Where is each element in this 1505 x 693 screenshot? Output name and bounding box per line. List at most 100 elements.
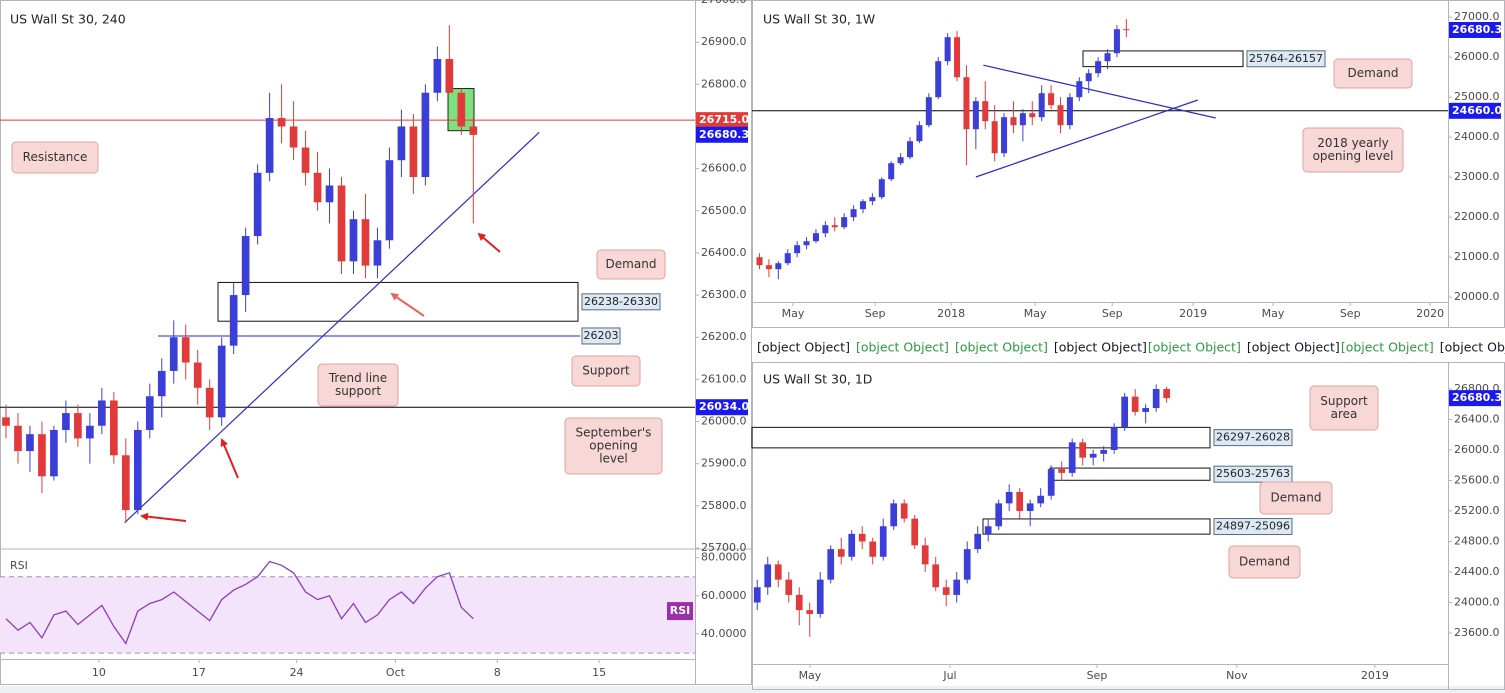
candle-body xyxy=(217,345,226,418)
info-item: [object Object] xyxy=(757,340,850,355)
zone-label: 26297-26028 xyxy=(1216,431,1290,444)
trend-line xyxy=(124,131,540,524)
x-tick-label: 10 xyxy=(92,666,106,679)
info-item: [object Object] xyxy=(1440,340,1505,355)
y-tick-label: 20000.0 xyxy=(1454,290,1500,303)
candle-body xyxy=(241,236,250,296)
callout xyxy=(571,355,641,387)
candle-body xyxy=(98,400,106,426)
candle-body xyxy=(169,337,178,371)
callout xyxy=(11,141,99,174)
chart-title: US Wall St 30, 1D xyxy=(763,372,872,387)
price-tag-label: 26034.0 xyxy=(699,400,749,413)
candle-body xyxy=(1100,450,1108,454)
candle-body xyxy=(469,126,478,135)
candle-body xyxy=(361,219,370,266)
y-tick-label: 26900.0 xyxy=(701,35,747,48)
candle-body xyxy=(794,245,801,254)
candle-body xyxy=(765,265,772,270)
callout xyxy=(317,363,399,407)
candle-body xyxy=(62,413,70,430)
trend-line xyxy=(975,99,1199,178)
candle-body xyxy=(1121,396,1129,428)
x-tick-label: Sep xyxy=(1102,307,1123,320)
candle-body xyxy=(325,185,334,203)
candle-body xyxy=(935,61,942,98)
zone-label: 25603-25763 xyxy=(1216,467,1290,480)
candle-body xyxy=(816,579,824,614)
callout-text: 2018 yearly xyxy=(1317,136,1389,150)
candle-body xyxy=(385,160,394,241)
y-tick-label: 27000.0 xyxy=(1454,10,1500,23)
candle-body xyxy=(181,337,190,363)
y-tick-label: 24000.0 xyxy=(1454,596,1500,609)
candle-body xyxy=(1163,388,1171,399)
callout xyxy=(1333,58,1413,89)
candle-body xyxy=(409,126,418,178)
candle-body xyxy=(859,201,866,210)
price-tag xyxy=(1449,390,1501,407)
candle-body xyxy=(1076,81,1083,98)
candle-body xyxy=(1113,29,1120,54)
candle-body xyxy=(50,429,58,477)
candle-body xyxy=(1001,117,1008,154)
trend-line xyxy=(983,64,1216,119)
callout xyxy=(564,417,663,475)
x-tick-label: 24 xyxy=(290,666,304,679)
candle-body xyxy=(1057,105,1064,126)
candle-body xyxy=(253,172,262,237)
x-tick-label: Sep xyxy=(1087,669,1108,682)
candle-body xyxy=(869,541,877,557)
candle-body xyxy=(774,564,782,580)
candle-body xyxy=(1058,469,1066,473)
price-tag-label: 26680.3 xyxy=(1452,23,1502,36)
candle-body xyxy=(1047,469,1055,496)
info-item: [object Object] xyxy=(1148,340,1241,355)
x-tick-label: May xyxy=(782,307,805,320)
demand-zone xyxy=(1082,50,1244,68)
callout-text: level xyxy=(599,452,628,466)
x-tick-label: May xyxy=(799,669,822,682)
y-tick-label: 24400.0 xyxy=(1454,565,1500,578)
y-tick-label: 26500.0 xyxy=(701,204,747,217)
y-tick-label: 26400.0 xyxy=(701,246,747,259)
candle-body xyxy=(265,118,274,173)
candle-body xyxy=(38,434,46,477)
rsi-band xyxy=(0,576,695,654)
demand-zone xyxy=(751,426,1211,449)
candle-body xyxy=(1085,73,1092,82)
callout xyxy=(596,249,666,280)
price-tag xyxy=(1449,21,1501,38)
x-tick-label: 2019 xyxy=(1179,307,1207,320)
candle-body xyxy=(806,610,814,614)
y-tick-label: 25200.0 xyxy=(1454,504,1500,517)
candle-body xyxy=(911,518,919,546)
x-tick-label: Oct xyxy=(386,666,406,679)
panel-frame xyxy=(0,0,752,685)
candle-body xyxy=(133,429,142,511)
x-tick-label: 2019 xyxy=(1361,669,1389,682)
candle-body xyxy=(812,233,819,242)
candle-body xyxy=(433,59,442,93)
y-tick-label: 26000.0 xyxy=(1454,50,1500,63)
candle-body xyxy=(337,185,346,262)
rsi-y-tick-label: 60.0000 xyxy=(701,589,747,602)
callout-text: Support xyxy=(582,364,630,378)
candle-body xyxy=(110,400,118,456)
callout-text: Support xyxy=(1320,394,1368,408)
candle-body xyxy=(1123,29,1130,31)
candle-body xyxy=(837,549,845,557)
candle-body xyxy=(457,92,466,127)
zone-label-box xyxy=(1213,429,1293,447)
y-tick-label: 26800.0 xyxy=(701,77,747,90)
candle-body xyxy=(121,455,130,511)
level-label: 26203 xyxy=(584,329,619,342)
candle-body xyxy=(14,425,22,452)
x-tick-label: 2018 xyxy=(937,307,965,320)
rsi-y-tick-label: 40.0000 xyxy=(701,627,747,640)
candle-body xyxy=(1110,427,1118,451)
candle-body xyxy=(841,217,848,228)
callout-text: support xyxy=(335,384,381,398)
candle-body xyxy=(1005,491,1013,504)
info-item: [object Object] xyxy=(856,340,949,355)
